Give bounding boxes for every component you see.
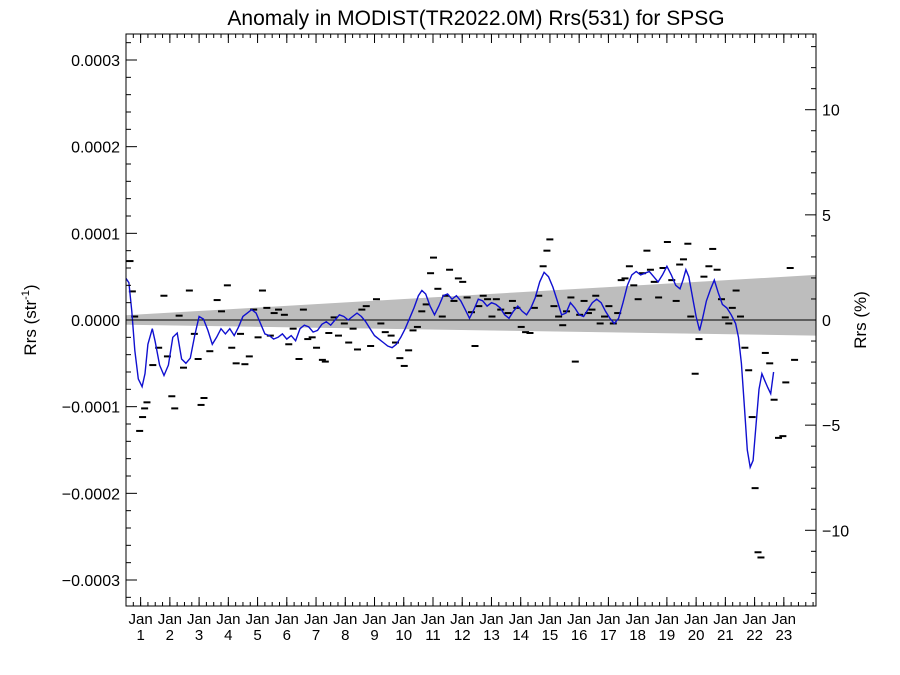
- x-year-label: 9: [370, 627, 378, 644]
- x-month-label: Jan: [713, 611, 737, 628]
- x-year-label: 2: [166, 627, 174, 644]
- x-month-label: Jan: [362, 611, 386, 628]
- x-year-label: 16: [571, 627, 588, 644]
- x-year-label: 5: [253, 627, 261, 644]
- x-year-label: 23: [775, 627, 792, 644]
- chart-title: Anomaly in MODIST(TR2022.0M) Rrs(531) fo…: [227, 7, 724, 30]
- x-month-label: Jan: [158, 611, 182, 628]
- y-axis-title-left-main: Rrs (str: [21, 300, 40, 356]
- left-tick-label: 0.0003: [71, 53, 120, 70]
- x-month-label: Jan: [538, 611, 562, 628]
- x-year-label: 13: [483, 627, 500, 644]
- x-month-label: Jan: [567, 611, 591, 628]
- x-month-label: Jan: [275, 611, 299, 628]
- x-year-label: 22: [746, 627, 763, 644]
- x-year-label: 1: [136, 627, 144, 644]
- x-axis: Jan1Jan2Jan3Jan4Jan5Jan6Jan7Jan8Jan9Jan1…: [125, 34, 814, 644]
- x-month-label: Jan: [772, 611, 796, 628]
- x-year-label: 4: [224, 627, 232, 644]
- x-year-label: 20: [688, 627, 705, 644]
- right-tick-label: −5: [822, 418, 840, 435]
- x-month-label: Jan: [509, 611, 533, 628]
- x-month-label: Jan: [304, 611, 328, 628]
- x-month-label: Jan: [187, 611, 211, 628]
- left-tick-label: −0.0003: [62, 573, 120, 590]
- x-month-label: Jan: [392, 611, 416, 628]
- smoothed-anomaly-line: [125, 264, 775, 470]
- left-tick-label: 0.0000: [71, 313, 120, 330]
- x-month-label: Jan: [129, 611, 153, 628]
- x-month-label: Jan: [450, 611, 474, 628]
- x-month-label: Jan: [655, 611, 679, 628]
- y-axis-title-left-close: ): [21, 284, 40, 290]
- x-year-label: 11: [425, 627, 441, 644]
- x-month-label: Jan: [479, 611, 503, 628]
- left-tick-label: 0.0001: [71, 226, 120, 243]
- smoothed-line-layer: [125, 264, 775, 470]
- x-year-label: 7: [312, 627, 320, 644]
- x-year-label: 18: [629, 627, 646, 644]
- x-year-label: 10: [395, 627, 412, 644]
- right-tick-label: 0: [822, 313, 831, 330]
- right-axis: 10 5 0 −5 −10: [805, 46, 849, 594]
- x-month-label: Jan: [421, 611, 445, 628]
- x-month-label: Jan: [596, 611, 620, 628]
- x-month-label: Jan: [743, 611, 767, 628]
- y-axis-title-left-sup: -1: [20, 290, 32, 300]
- y-axis-title-right: Rrs (%): [851, 291, 870, 349]
- x-month-label: Jan: [216, 611, 240, 628]
- right-tick-label: −10: [822, 523, 849, 540]
- x-year-label: 17: [600, 627, 617, 644]
- left-tick-label: −0.0001: [62, 400, 120, 417]
- x-year-label: 12: [454, 627, 471, 644]
- left-axis: 0.0003 0.0002 0.0001 0.0000 −0.0001 −0.0002 −0…: [62, 42, 137, 598]
- x-month-label: Jan: [626, 611, 650, 628]
- x-year-label: 6: [283, 627, 291, 644]
- x-year-label: 19: [659, 627, 676, 644]
- right-tick-label: 5: [822, 208, 831, 225]
- x-month-label: Jan: [245, 611, 269, 628]
- y-axis-title-left: Rrs (str-1): [20, 284, 40, 355]
- x-month-label: Jan: [684, 611, 708, 628]
- x-year-label: 15: [542, 627, 559, 644]
- left-tick-label: −0.0002: [62, 486, 120, 503]
- x-year-label: 21: [717, 627, 734, 644]
- x-month-label: Jan: [333, 611, 357, 628]
- x-year-label: 3: [195, 627, 203, 644]
- left-tick-label: 0.0002: [71, 140, 120, 157]
- right-tick-label: 10: [822, 103, 840, 120]
- x-year-label: 14: [512, 627, 529, 644]
- x-year-label: 8: [341, 627, 349, 644]
